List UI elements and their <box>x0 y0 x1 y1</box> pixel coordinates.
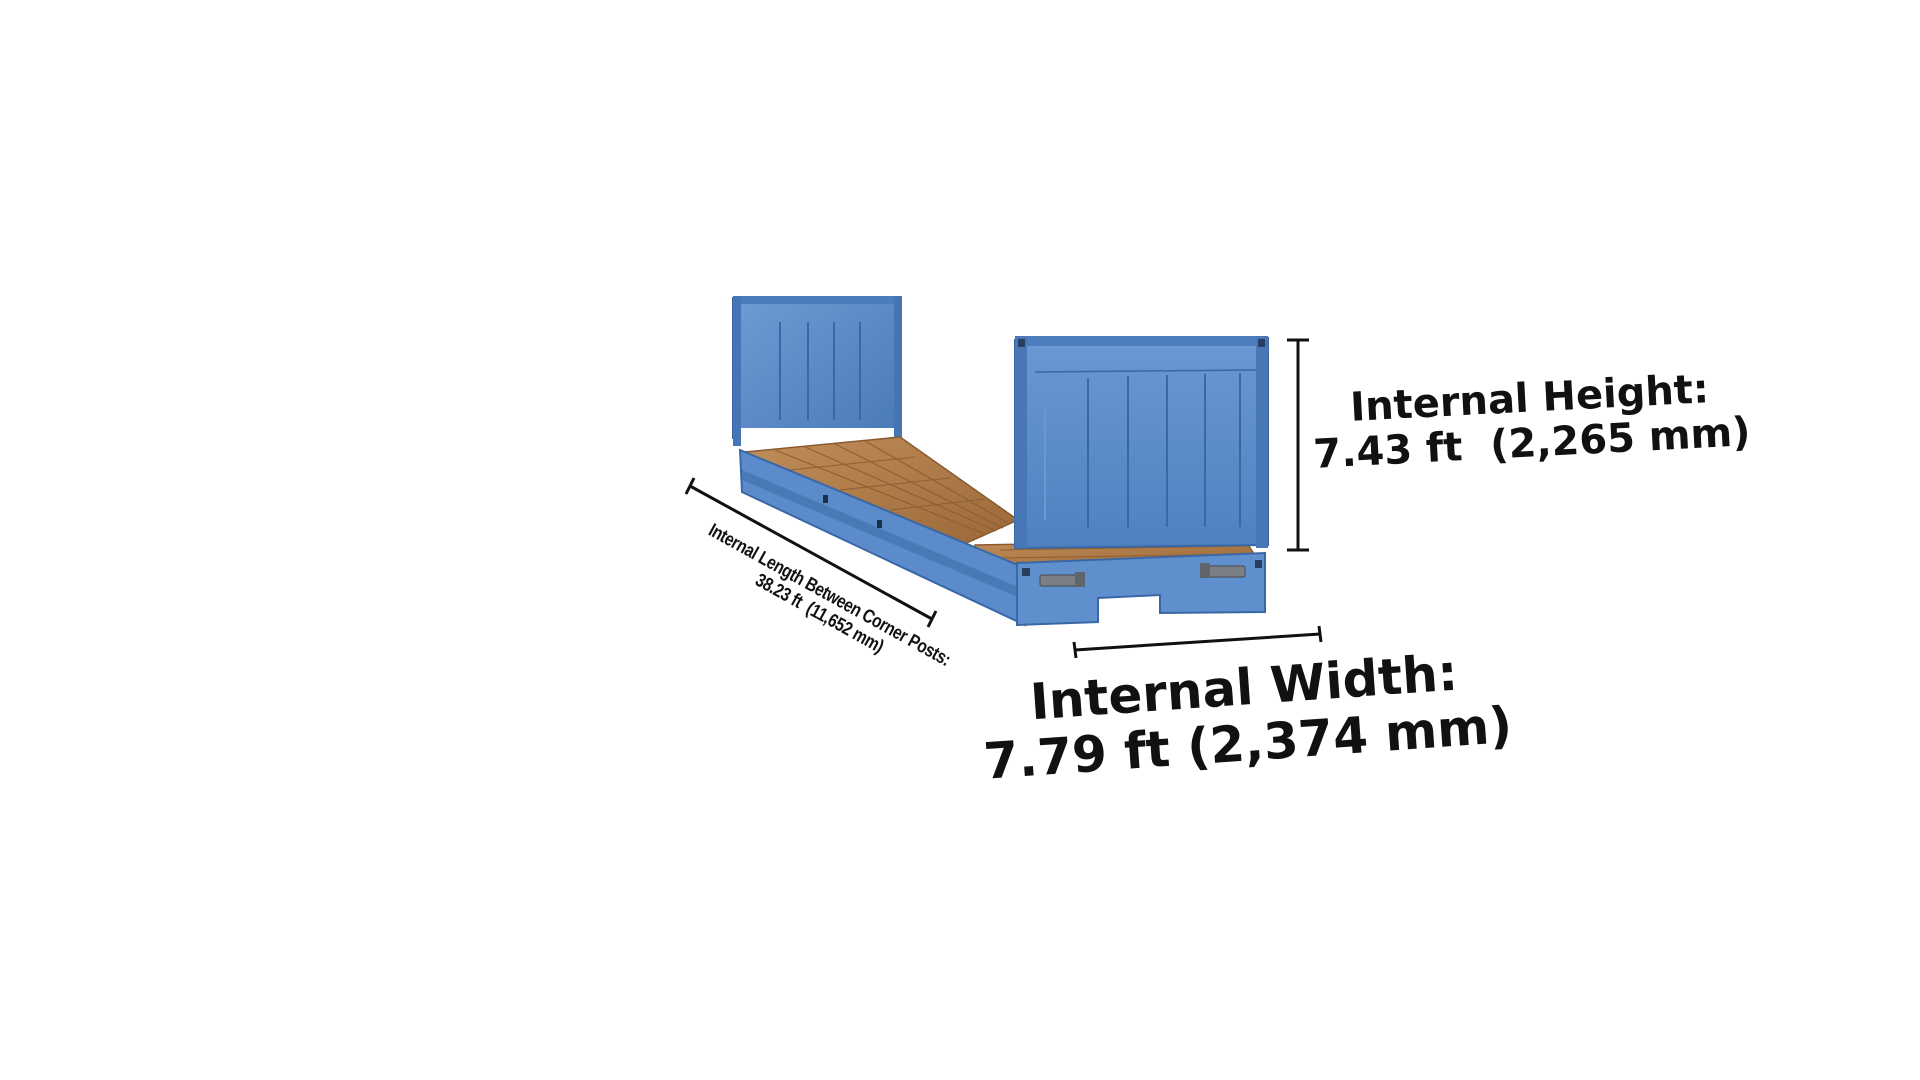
width-dimension-line <box>1072 625 1323 659</box>
length-dimension-line <box>684 477 938 628</box>
back-end-wall <box>732 296 902 446</box>
front-end-wall <box>1014 336 1269 550</box>
height-dimension-line <box>1287 338 1309 552</box>
front-base-frame <box>1016 551 1266 627</box>
